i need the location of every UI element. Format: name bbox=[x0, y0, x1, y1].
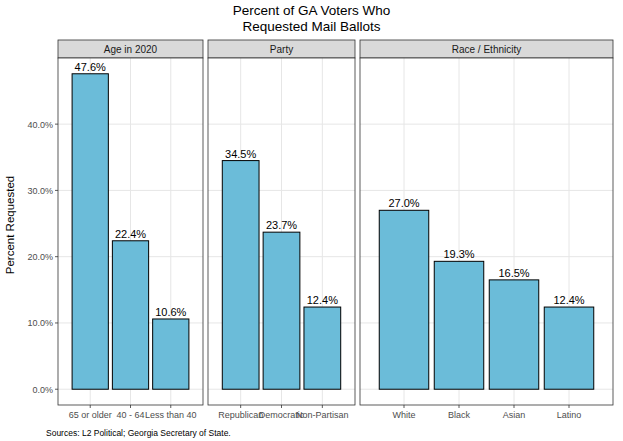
x-tick-label: Non-Partisan bbox=[296, 410, 349, 420]
x-tick-label: Latino bbox=[557, 410, 582, 420]
x-tick-label: Asian bbox=[503, 410, 526, 420]
bar bbox=[263, 232, 300, 389]
bar bbox=[304, 307, 341, 389]
background bbox=[0, 0, 623, 441]
bars bbox=[222, 161, 340, 390]
chart: Percent of GA Voters WhoRequested Mail B… bbox=[0, 0, 623, 441]
data-label: 19.3% bbox=[443, 248, 474, 260]
bar bbox=[489, 280, 539, 389]
y-tick-label: 0.0% bbox=[32, 385, 53, 395]
y-tick bbox=[55, 124, 58, 125]
facet-title: Age in 2020 bbox=[104, 44, 158, 55]
x-tick-label: Less than 40 bbox=[145, 410, 197, 420]
panel-frame bbox=[208, 58, 355, 405]
panel-frame bbox=[360, 58, 613, 405]
x-tick-label: White bbox=[392, 410, 415, 420]
title: Percent of GA Voters WhoRequested Mail B… bbox=[233, 3, 391, 34]
y-tick-label: 10.0% bbox=[27, 318, 53, 328]
plot-area bbox=[208, 58, 355, 405]
x-tick-label: Republican bbox=[218, 410, 263, 420]
bar bbox=[153, 319, 189, 389]
data-label: 47.6% bbox=[75, 61, 106, 73]
y-tick-label: 30.0% bbox=[27, 186, 53, 196]
y-tick-label: 40.0% bbox=[27, 120, 53, 130]
x-tick-label: Black bbox=[448, 410, 471, 420]
bar bbox=[72, 74, 108, 389]
bar bbox=[544, 307, 594, 389]
x-tick bbox=[404, 405, 405, 408]
facet-strip bbox=[58, 40, 203, 58]
source-note: Sources: L2 Political; Georgia Secretary… bbox=[46, 428, 231, 438]
x-tick bbox=[90, 405, 91, 408]
facet-strip bbox=[208, 40, 355, 58]
y-axis-label: Percent Requested bbox=[4, 176, 16, 274]
data-label: 16.5% bbox=[498, 267, 529, 279]
y-tick bbox=[55, 322, 58, 323]
data-label: 10.6% bbox=[155, 306, 186, 318]
y-tick bbox=[55, 389, 58, 390]
data-label: 23.7% bbox=[266, 219, 297, 231]
x-tick bbox=[322, 405, 323, 408]
facet-title: Race / Ethnicity bbox=[452, 44, 521, 55]
bars bbox=[379, 210, 594, 389]
plot-area bbox=[360, 58, 613, 405]
x-tick bbox=[240, 405, 241, 408]
grid-line bbox=[360, 124, 613, 125]
x-tick bbox=[569, 405, 570, 408]
y-tick bbox=[55, 190, 58, 191]
bar bbox=[379, 210, 429, 389]
data-label: 12.4% bbox=[307, 294, 338, 306]
facet-strip bbox=[360, 40, 613, 58]
bar bbox=[434, 261, 484, 389]
x-tick-label: 65 or older bbox=[69, 410, 112, 420]
plot-area bbox=[58, 58, 203, 405]
x-tick bbox=[281, 405, 282, 408]
x-tick bbox=[459, 405, 460, 408]
x-tick bbox=[514, 405, 515, 408]
x-tick-label: 40 - 64 bbox=[116, 410, 144, 420]
data-label: 22.4% bbox=[115, 228, 146, 240]
panel: Age in 2020 0.0% 10.0% 20.0% 30.0% 40.0% 47.6%… bbox=[27, 40, 203, 420]
bars bbox=[72, 74, 189, 389]
panel-frame bbox=[58, 58, 203, 405]
y-tick bbox=[55, 256, 58, 257]
data-label: 27.0% bbox=[388, 197, 419, 209]
data-label: 34.5% bbox=[225, 148, 256, 160]
bar bbox=[112, 241, 148, 389]
facet-title: Party bbox=[270, 44, 293, 55]
grid-line bbox=[360, 190, 613, 191]
y-tick-label: 20.0% bbox=[27, 252, 53, 262]
data-label: 12.4% bbox=[553, 294, 584, 306]
x-tick bbox=[170, 405, 171, 408]
panel: Party34.5%23.7%12.4%RepublicanDemocratic… bbox=[208, 40, 355, 420]
panel: Race / Ethnicity 27.0% 19.3% 16.5% 12.4% Whit… bbox=[360, 40, 613, 420]
bar bbox=[222, 161, 259, 390]
x-tick bbox=[130, 405, 131, 408]
